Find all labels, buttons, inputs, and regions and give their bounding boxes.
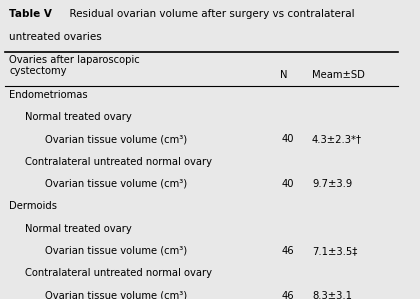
Text: Meam±SD: Meam±SD — [312, 70, 365, 80]
Text: 9.7±3.9: 9.7±3.9 — [312, 179, 352, 189]
Text: untreated ovaries: untreated ovaries — [9, 32, 102, 42]
Text: Table V: Table V — [9, 10, 52, 19]
Text: 8.3±3.1: 8.3±3.1 — [312, 291, 352, 299]
Text: Normal treated ovary: Normal treated ovary — [26, 112, 132, 122]
Text: 7.1±3.5‡: 7.1±3.5‡ — [312, 246, 357, 256]
Text: N: N — [280, 70, 287, 80]
Text: Ovarian tissue volume (cm³): Ovarian tissue volume (cm³) — [45, 134, 188, 144]
Text: 46: 46 — [282, 291, 294, 299]
Text: Residual ovarian volume after surgery vs contralateral: Residual ovarian volume after surgery vs… — [63, 10, 355, 19]
Text: Endometriomas: Endometriomas — [9, 90, 88, 100]
Text: 46: 46 — [282, 246, 294, 256]
Text: Normal treated ovary: Normal treated ovary — [26, 224, 132, 234]
Text: Contralateral untreated normal ovary: Contralateral untreated normal ovary — [26, 157, 213, 167]
Text: 4.3±2.3*†: 4.3±2.3*† — [312, 134, 362, 144]
Text: Contralateral untreated normal ovary: Contralateral untreated normal ovary — [26, 268, 213, 278]
Text: Ovarian tissue volume (cm³): Ovarian tissue volume (cm³) — [45, 246, 188, 256]
Text: Ovarian tissue volume (cm³): Ovarian tissue volume (cm³) — [45, 291, 188, 299]
Text: Dermoids: Dermoids — [9, 201, 58, 211]
Text: 40: 40 — [282, 134, 294, 144]
Text: Ovaries after laparoscopic
cystectomy: Ovaries after laparoscopic cystectomy — [9, 55, 140, 76]
Text: 40: 40 — [282, 179, 294, 189]
Text: Ovarian tissue volume (cm³): Ovarian tissue volume (cm³) — [45, 179, 188, 189]
